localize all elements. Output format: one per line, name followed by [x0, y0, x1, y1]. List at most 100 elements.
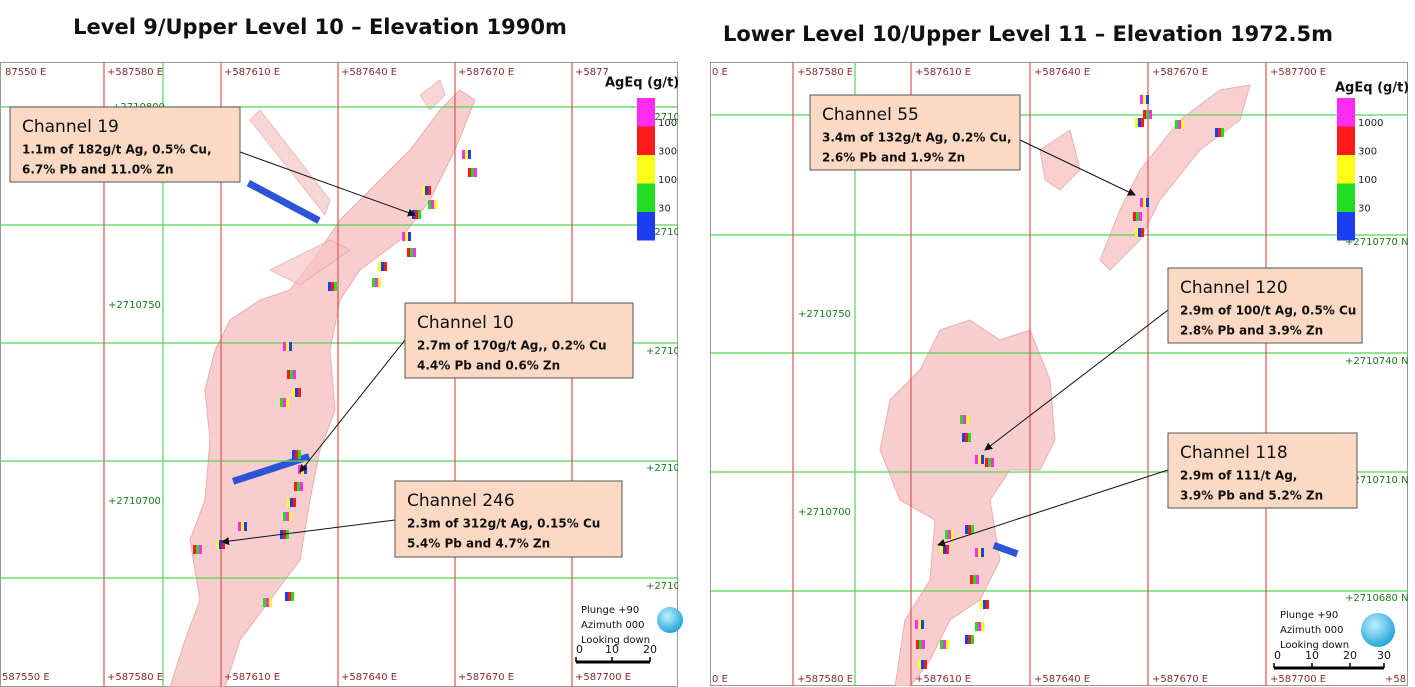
drill-sample: [375, 278, 378, 287]
orientation-sphere: [657, 607, 683, 633]
drill-sample: [291, 592, 294, 601]
drill-sample: [287, 498, 290, 507]
callout-line: 5.4% Pb and 4.7% Zn: [407, 537, 550, 551]
map-content: 87550 E +587580 E +587610 E +587640 E +58767…: [0, 62, 680, 687]
drill-sample: [1143, 198, 1146, 207]
drill-sample: [991, 458, 994, 467]
drill-sample: [425, 186, 428, 195]
drill-sample: [216, 540, 219, 549]
drill-sample: [241, 522, 244, 531]
drill-sample: [298, 388, 301, 397]
callout-line: 2.9m of 111/t Ag,: [1180, 469, 1297, 483]
legend-label: 300: [1358, 147, 1377, 158]
drill-sample: [986, 600, 989, 609]
callout-box: [1167, 432, 1358, 509]
map-content: 0 E +587580 E +587610 E +587640 E +587670 E +…: [710, 62, 1409, 686]
drill-sample: [292, 450, 295, 459]
drill-sample: [290, 370, 293, 379]
drill-sample: [1140, 198, 1143, 207]
drill-sample: [263, 598, 266, 607]
callout-title: Channel 246: [407, 491, 515, 511]
drill-sample: [1221, 128, 1224, 137]
view-info: Plunge +90: [1280, 610, 1338, 621]
easting-label: 0 E: [712, 674, 728, 685]
drill-sample: [474, 168, 477, 177]
view-info: Azimuth 000: [1280, 625, 1343, 636]
drill-sample: [985, 458, 988, 467]
drill-sample: [918, 660, 921, 669]
drill-sample: [468, 150, 471, 159]
callout-arrow: [221, 519, 396, 546]
drill-sample: [940, 640, 943, 649]
easting-label: +587640 E: [341, 67, 397, 78]
drill-sample: [431, 200, 434, 209]
callout-line: 3.4m of 132g/t Ag, 0.2% Cu,: [822, 131, 1012, 145]
drill-sample: [946, 545, 949, 554]
view-info: Plunge +90: [581, 605, 639, 616]
drill-sample: [918, 620, 921, 629]
northing-label: +2710740 N: [1345, 356, 1409, 367]
drill-sample: [289, 512, 292, 521]
view-info: Azimuth 000: [581, 620, 644, 631]
drill-sample: [1178, 120, 1181, 129]
drill-sample: [916, 640, 919, 649]
drill-sample: [293, 498, 296, 507]
legend-label: 30: [658, 204, 671, 215]
drill-sample: [1215, 128, 1218, 137]
scale-label: 10: [1305, 649, 1319, 662]
northing-label: +2710770 N: [1345, 237, 1409, 248]
easting-label: 587550 E: [2, 672, 50, 683]
drill-sample: [946, 640, 949, 649]
drill-sample: [297, 482, 300, 491]
drill-sample: [422, 186, 425, 195]
northing-label: +2710: [646, 112, 680, 123]
drill-sample: [1141, 118, 1144, 127]
drill-sample: [295, 388, 298, 397]
callout-line: 3.9% Pb and 5.2% Zn: [1180, 489, 1323, 503]
easting-label: +587700 E: [1270, 674, 1326, 685]
drill-sample: [287, 370, 290, 379]
drill-sample: [963, 415, 966, 424]
drill-sample: [298, 465, 301, 474]
drill-sample: [471, 168, 474, 177]
drill-sample: [1146, 95, 1149, 104]
drill-sample: [978, 548, 981, 557]
drill-sample: [334, 282, 337, 291]
drill-sample: [283, 512, 286, 521]
drill-sample: [919, 640, 922, 649]
drill-sample: [294, 482, 297, 491]
drill-sample: [462, 150, 465, 159]
callout-line: 2.7m of 170g/t Ag,, 0.2% Cu: [417, 339, 607, 353]
callout-arrow: [239, 151, 416, 217]
scale-label: 30: [1377, 649, 1391, 662]
drill-sample: [983, 600, 986, 609]
easting-label: +587640 E: [1034, 67, 1090, 78]
legend-label: 100: [658, 175, 677, 186]
callout-line: 2.6% Pb and 1.9% Zn: [822, 151, 965, 165]
view-info: Looking down: [581, 635, 650, 646]
callout-line: 4.4% Pb and 0.6% Zn: [417, 359, 560, 373]
callout-title: Channel 19: [22, 117, 119, 137]
legend-label: 30: [1358, 204, 1371, 215]
drill-sample: [418, 210, 421, 219]
callout-arrow: [1019, 139, 1136, 196]
legend-label: 300: [658, 147, 677, 158]
drill-sample: [219, 540, 222, 549]
easting-label: +58: [1385, 674, 1406, 685]
callout-line: 2.8% Pb and 3.9% Zn: [1180, 324, 1323, 338]
callout-line: 1.1m of 182g/t Ag, 0.5% Cu,: [22, 143, 212, 157]
drill-sample: [1181, 120, 1184, 129]
drill-sample: [428, 200, 431, 209]
easting-label: +587700 E: [575, 672, 631, 683]
drill-sample: [1133, 212, 1136, 221]
drill-sample: [921, 620, 924, 629]
legend-swatch: [1337, 212, 1355, 241]
drill-sample: [402, 232, 405, 241]
drill-sample: [965, 525, 968, 534]
drill-sample: [290, 498, 293, 507]
callout-title: Channel 118: [1180, 443, 1288, 463]
drill-sample: [971, 525, 974, 534]
drill-sample: [978, 622, 981, 631]
drill-sample: [971, 635, 974, 644]
scale-label: 0: [576, 643, 583, 656]
